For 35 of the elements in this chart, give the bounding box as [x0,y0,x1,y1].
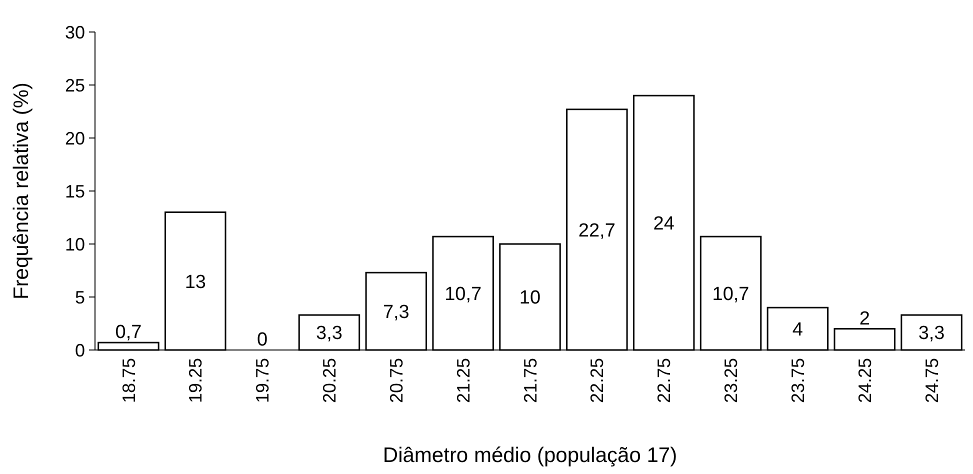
x-tick-label: 23.25 [721,358,742,404]
data-label: 10,7 [712,284,750,305]
x-tick-label: 20.75 [386,358,406,404]
y-tick-label: 20 [64,128,85,148]
x-tick-label: 20.25 [320,358,340,404]
y-tick-label: 15 [64,181,85,202]
data-label: 10,7 [444,284,482,305]
data-label: 0,7 [115,322,142,344]
x-tick-label: 22.75 [654,358,674,404]
y-tick-label: 5 [74,287,85,308]
y-tick-label: 10 [64,234,85,254]
data-label: 4 [792,319,804,340]
data-label: 13 [184,272,206,293]
x-tick-label: 23.75 [788,358,808,404]
x-tick-label: 22.25 [587,358,608,404]
x-tick-label: 21.75 [520,358,540,404]
data-label: 3,3 [918,323,945,344]
data-label: 7,3 [382,302,410,323]
data-label: 22,7 [578,220,616,242]
x-tick-label: 19.25 [186,358,206,404]
x-tick-label: 21.25 [453,358,474,404]
data-label: 3,3 [316,323,342,344]
y-tick-label: 30 [64,22,85,42]
x-tick-label: 18.75 [118,358,139,404]
data-label: 24 [653,213,675,234]
x-tick-label: 24.25 [854,358,875,404]
y-axis-title: Frequência relativa (%) [10,82,33,300]
x-tick-label: 19.75 [252,358,273,404]
data-label: 0 [257,330,268,351]
y-tick-label: 0 [74,340,85,360]
data-label: 2 [859,308,870,330]
x-axis-title: Diâmetro médio (população 17) [382,444,678,467]
x-tick-label: 24.75 [922,358,942,404]
data-label: 10 [519,288,541,309]
y-tick-label: 25 [64,75,85,96]
